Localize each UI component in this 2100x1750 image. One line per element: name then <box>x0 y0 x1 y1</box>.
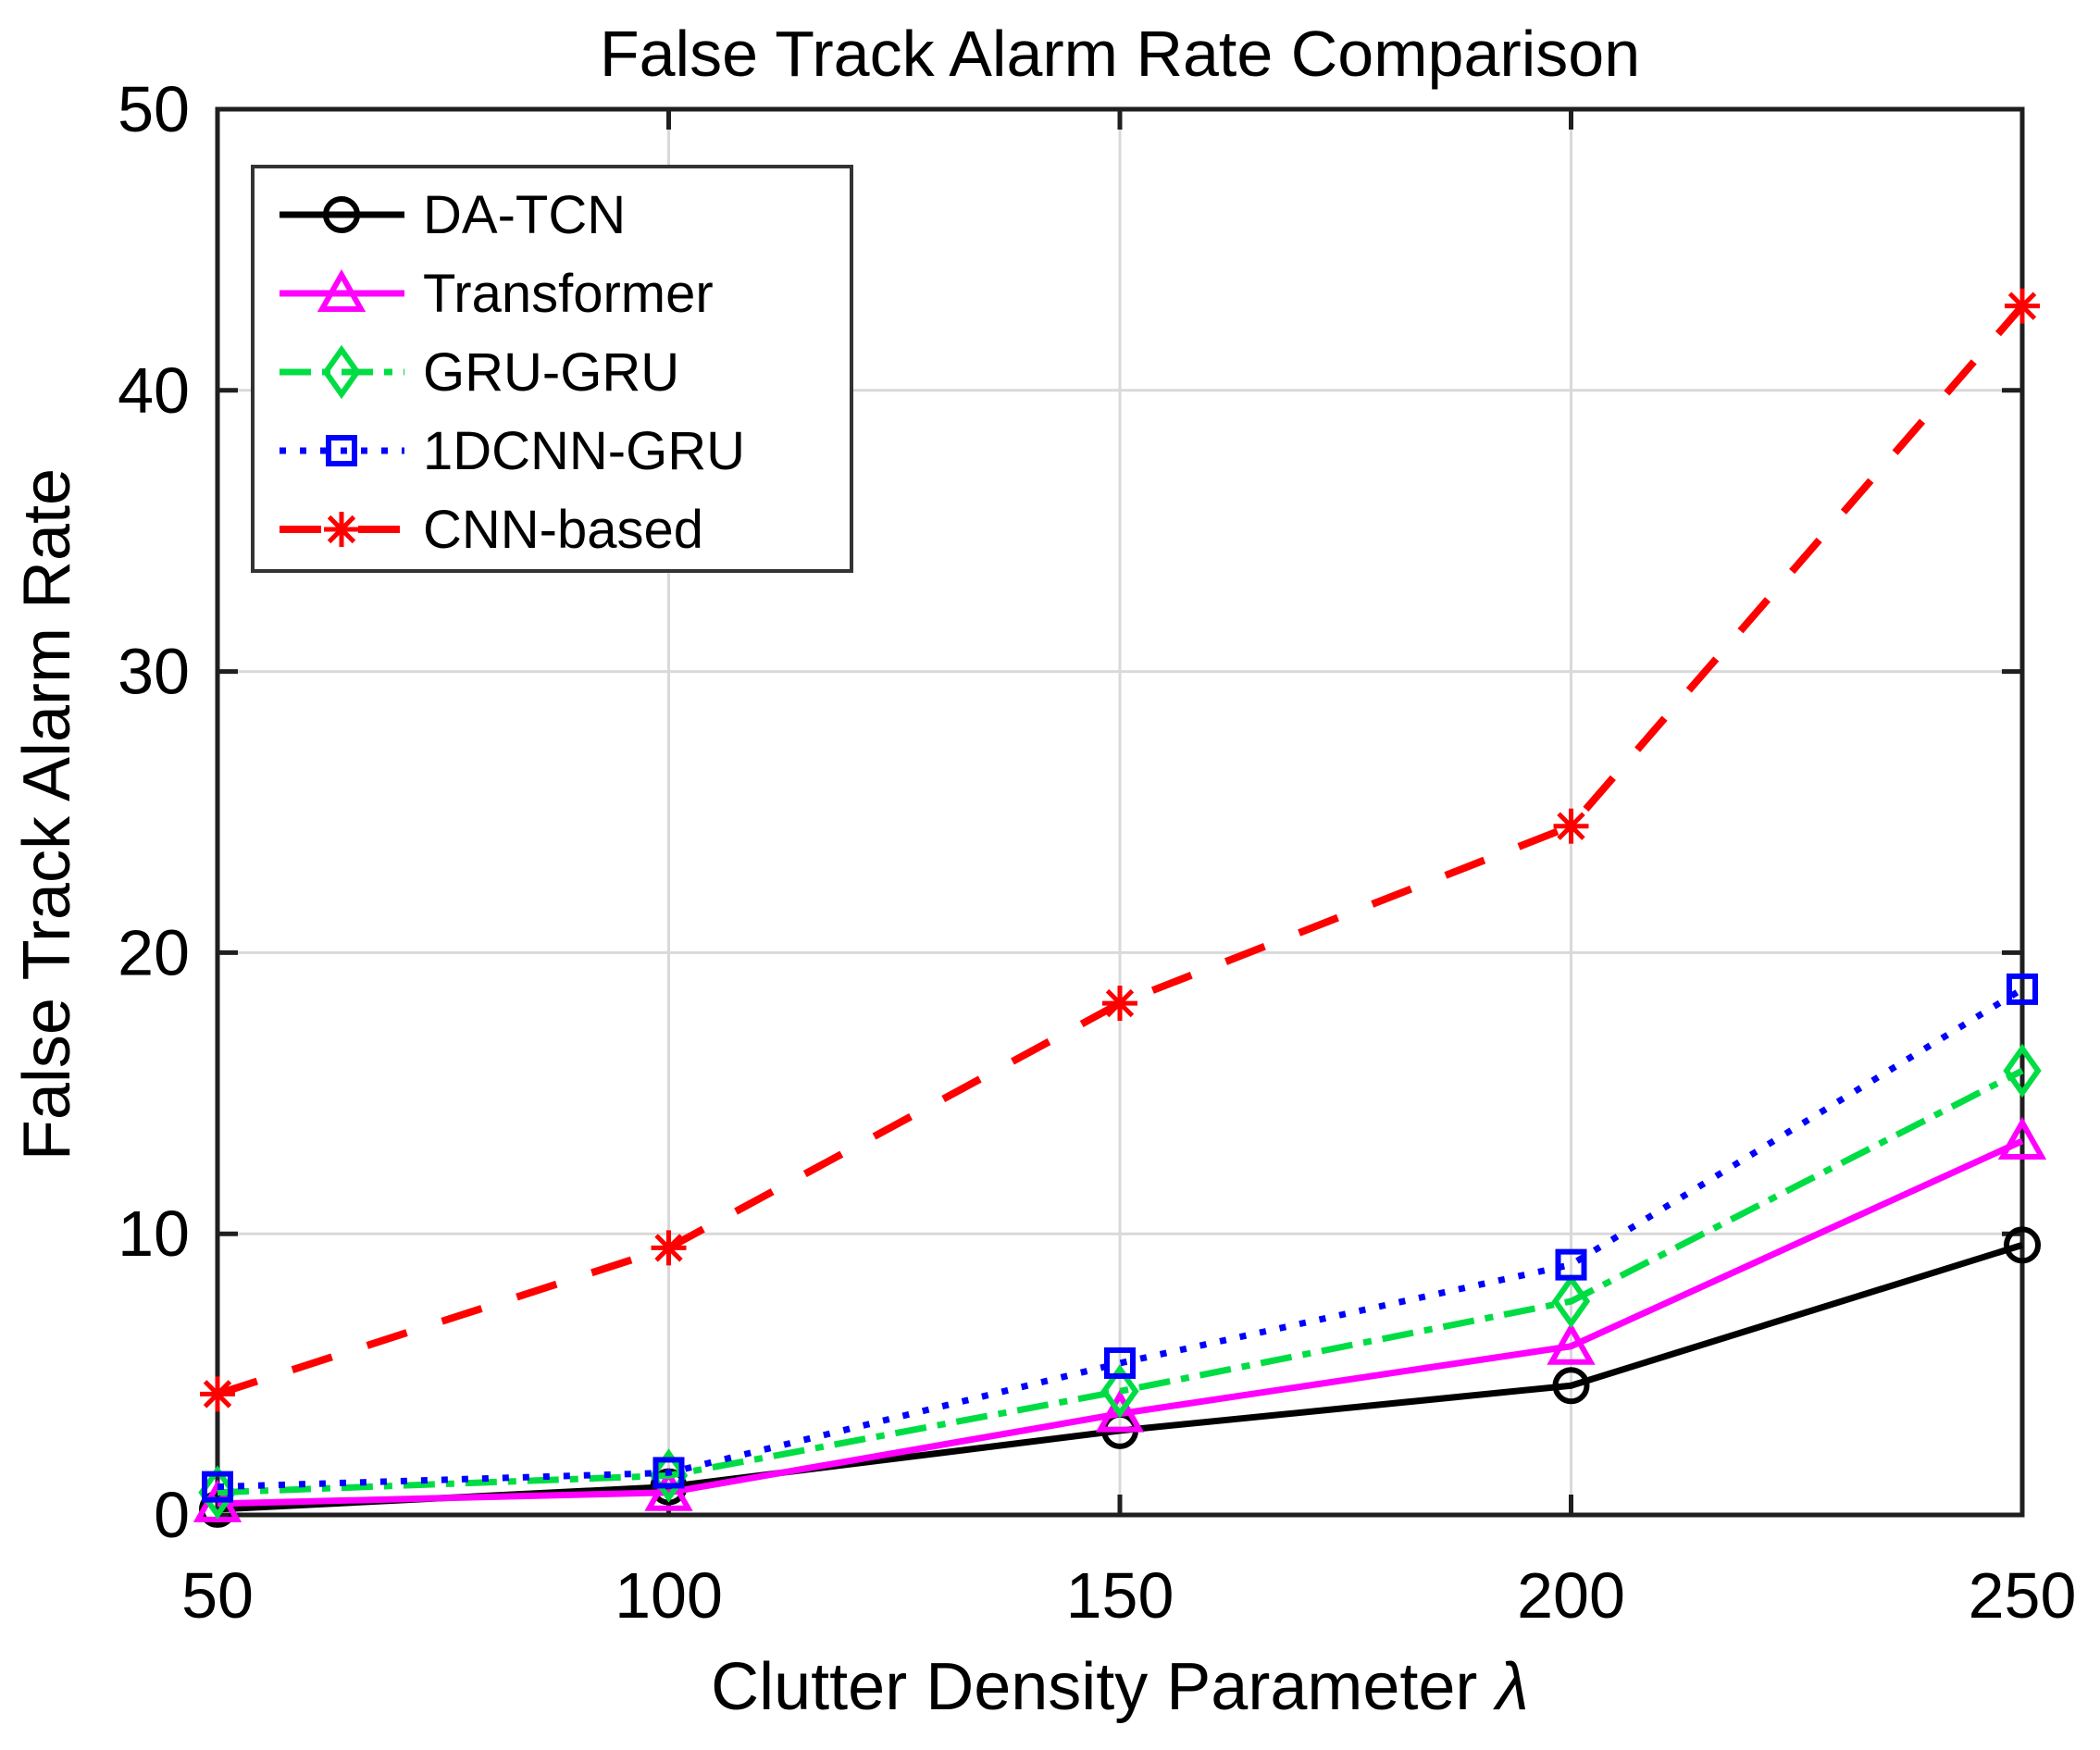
legend-label-CNN-based: CNN-based <box>423 500 703 560</box>
y-tick-label: 20 <box>118 916 190 988</box>
marker-asterisk-CNN-based <box>203 1380 232 1409</box>
x-axis-label-text: Clutter Density Parameter <box>711 1650 1497 1724</box>
tick-labels: 50 100 150 200 250 0 10 20 30 40 50 <box>118 73 2076 1632</box>
series-CNN-based <box>200 288 2040 1412</box>
marker-square-legend-1DCNN-GRU <box>326 435 357 466</box>
chart-title: False Track Alarm Rate Comparison <box>599 18 1641 90</box>
legend: DA-TCN Transformer GRU-GRU 1DCNN-GRU CNN-bas… <box>251 165 853 573</box>
legend-label-Transformer: Transformer <box>423 264 714 324</box>
marker-diamond-GRU-GRU <box>2003 1043 2042 1098</box>
y-axis-label: False Track Alarm Rate <box>10 467 84 1161</box>
legend-item-1DCNN-GRU: 1DCNN-GRU <box>280 421 745 481</box>
marker-asterisk-CNN-based <box>654 1234 683 1262</box>
series-line-CNN-based <box>216 304 2026 1398</box>
marker-circle-DA-TCN <box>1552 1367 1590 1405</box>
x-tick-label: 100 <box>615 1559 723 1632</box>
marker-asterisk-CNN-based <box>1105 988 1135 1018</box>
marker-diamond-GRU-GRU <box>1551 1273 1591 1329</box>
marker-asterisk-CNN-based <box>2007 292 2037 320</box>
data-series <box>193 288 2047 1528</box>
marker-circle-DA-TCN <box>2004 1226 2041 1264</box>
marker-triangle-legend-Transformer <box>317 268 367 312</box>
legend-label-1DCNN-GRU: 1DCNN-GRU <box>423 421 745 481</box>
marker-triangle-Transformer <box>644 1468 693 1511</box>
y-tick-label: 50 <box>118 73 190 145</box>
legend-label-GRU-GRU: GRU-GRU <box>423 342 679 403</box>
marker-diamond-legend-GRU-GRU <box>322 344 361 400</box>
x-tick-label: 50 <box>181 1559 254 1632</box>
marker-asterisk-CNN-based <box>1557 812 1585 840</box>
y-tick-label: 30 <box>118 636 190 708</box>
y-tick-label: 10 <box>118 1198 190 1270</box>
series-1DCNN-GRU <box>202 973 2038 1503</box>
marker-square-1DCNN-GRU <box>652 1457 685 1489</box>
marker-diamond-GRU-GRU <box>1100 1364 1139 1419</box>
x-axis-label: Clutter Density Parameter λ <box>217 1649 2022 1725</box>
legend-item-Transformer: Transformer <box>280 264 714 324</box>
legend-item-DA-TCN: DA-TCN <box>280 185 626 245</box>
marker-square-1DCNN-GRU <box>1104 1347 1136 1379</box>
marker-triangle-Transformer <box>1547 1322 1596 1365</box>
marker-circle-legend-DA-TCN <box>323 196 360 233</box>
marker-triangle-Transformer <box>1997 1116 2047 1160</box>
legend-item-CNN-based: CNN-based <box>280 500 703 560</box>
x-tick-label: 200 <box>1517 1559 1625 1632</box>
legend-item-GRU-GRU: GRU-GRU <box>280 342 679 403</box>
x-axis-label-symbol: λ <box>1496 1650 1529 1724</box>
marker-square-1DCNN-GRU <box>1555 1248 1587 1281</box>
marker-triangle-Transformer <box>1095 1389 1145 1433</box>
x-tick-label: 150 <box>1066 1559 1174 1632</box>
legend-label-DA-TCN: DA-TCN <box>423 185 626 245</box>
y-tick-label: 0 <box>154 1479 190 1551</box>
x-tick-label: 250 <box>1969 1559 2077 1632</box>
marker-square-1DCNN-GRU <box>202 1471 233 1503</box>
y-tick-label: 40 <box>118 354 190 427</box>
series-line-1DCNN-GRU <box>217 986 2024 1491</box>
marker-square-1DCNN-GRU <box>2007 973 2038 1005</box>
marker-asterisk-legend-CNN-based <box>327 515 356 544</box>
